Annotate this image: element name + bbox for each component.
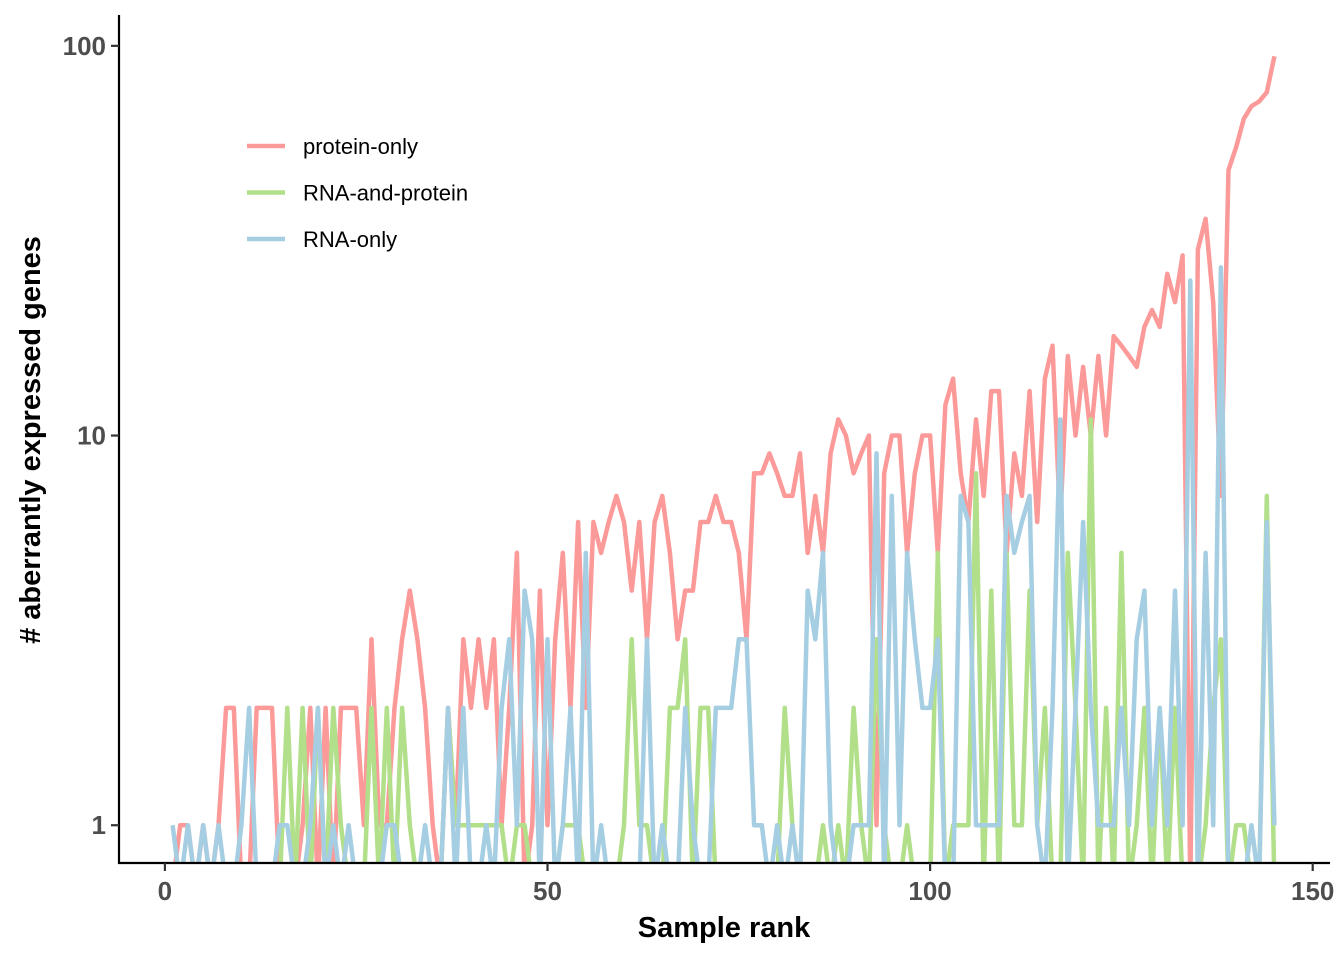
x-tick-label: 50 <box>533 876 562 906</box>
legend-label-protein-only: protein-only <box>303 134 418 159</box>
series-line-RNA-and-protein <box>278 417 1277 863</box>
y-tick-label: 100 <box>63 31 106 61</box>
legend-label-RNA-only: RNA-only <box>303 227 397 252</box>
legend-label-RNA-and-protein: RNA-and-protein <box>303 181 468 206</box>
x-tick-label: 150 <box>1291 876 1334 906</box>
x-axis-title: Sample rank <box>638 912 811 944</box>
series-line-RNA-only <box>170 265 1277 863</box>
y-axis-ticks: 1 10 100 <box>63 31 119 840</box>
legend: protein-only RNA-and-protein RNA-only <box>247 134 468 252</box>
x-axis-ticks: 0 50 100 150 <box>158 863 1334 906</box>
series-layer <box>170 55 1277 863</box>
x-tick-label: 100 <box>908 876 951 906</box>
y-tick-label: 1 <box>92 810 106 840</box>
x-tick-label: 0 <box>158 876 172 906</box>
y-tick-label: 10 <box>77 421 106 451</box>
y-axis-title: # aberrantly expressed genes <box>15 236 47 644</box>
